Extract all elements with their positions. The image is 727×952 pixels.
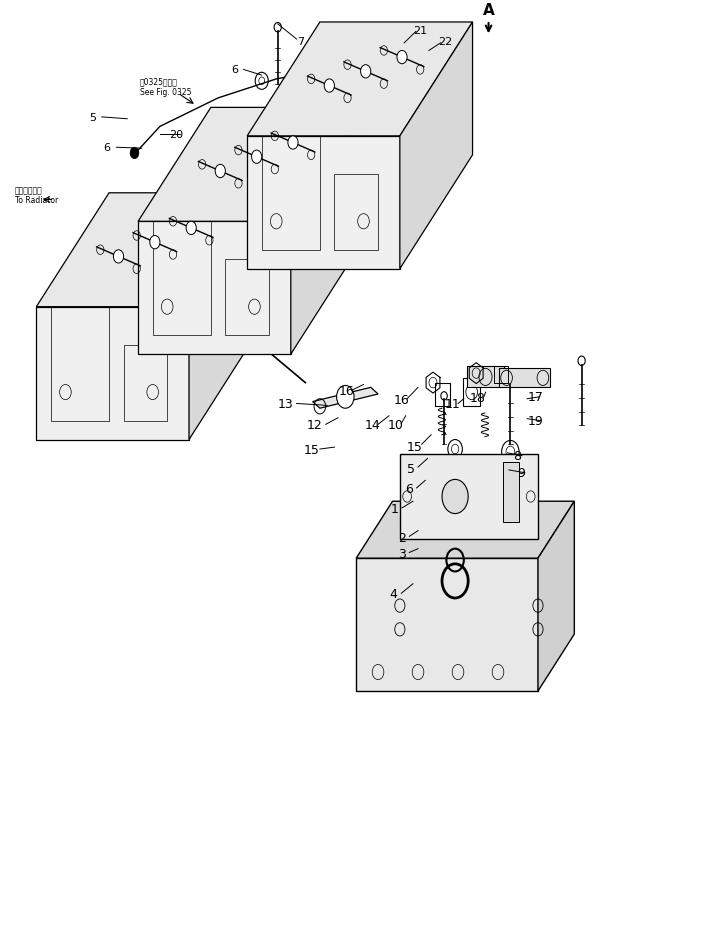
Text: 6: 6 xyxy=(103,143,111,153)
Polygon shape xyxy=(291,109,364,355)
Text: 14: 14 xyxy=(364,419,380,431)
Bar xyxy=(503,463,519,523)
Text: 5: 5 xyxy=(406,462,415,475)
Text: 17: 17 xyxy=(528,391,544,404)
Bar xyxy=(435,384,450,407)
Circle shape xyxy=(442,480,468,514)
Text: 15: 15 xyxy=(406,440,422,453)
Text: 10: 10 xyxy=(387,419,403,431)
Polygon shape xyxy=(189,193,262,440)
Bar xyxy=(494,367,508,384)
Text: 7: 7 xyxy=(297,37,304,47)
Text: 21: 21 xyxy=(413,26,427,35)
Bar xyxy=(356,559,538,691)
Circle shape xyxy=(130,149,139,160)
Polygon shape xyxy=(138,109,364,222)
Polygon shape xyxy=(247,23,473,137)
Text: 18: 18 xyxy=(470,392,486,405)
Polygon shape xyxy=(36,193,262,307)
Text: 1: 1 xyxy=(391,503,398,516)
Text: 16: 16 xyxy=(338,385,354,397)
Circle shape xyxy=(324,80,334,93)
Polygon shape xyxy=(356,502,574,559)
Circle shape xyxy=(288,137,298,150)
Bar xyxy=(467,367,504,387)
Text: 11: 11 xyxy=(444,398,460,410)
Bar xyxy=(334,174,378,250)
Polygon shape xyxy=(138,222,291,355)
Text: ラジエータへ
To Radiator: ラジエータへ To Radiator xyxy=(15,186,57,206)
Circle shape xyxy=(361,66,371,79)
Polygon shape xyxy=(400,23,473,269)
Polygon shape xyxy=(247,137,400,269)
FancyBboxPatch shape xyxy=(382,583,556,653)
Polygon shape xyxy=(36,307,189,440)
Circle shape xyxy=(337,387,354,408)
Text: 3: 3 xyxy=(398,547,406,561)
Text: 16: 16 xyxy=(393,394,409,407)
Text: 12: 12 xyxy=(306,419,322,431)
Circle shape xyxy=(215,165,225,178)
Text: 4: 4 xyxy=(390,587,397,600)
Bar xyxy=(51,307,109,421)
Text: 9: 9 xyxy=(518,466,525,480)
Text: 5: 5 xyxy=(89,112,97,123)
Text: 6: 6 xyxy=(406,483,413,496)
Text: 22: 22 xyxy=(438,37,453,47)
Text: 20: 20 xyxy=(169,129,183,140)
Bar xyxy=(153,222,211,336)
Bar xyxy=(463,379,481,407)
Text: 第0325図参照
See Fig. 0325: 第0325図参照 See Fig. 0325 xyxy=(140,78,191,97)
Circle shape xyxy=(113,250,124,264)
Bar xyxy=(124,346,167,421)
Text: 6: 6 xyxy=(231,66,238,75)
Circle shape xyxy=(252,151,262,164)
Bar xyxy=(262,137,320,250)
Circle shape xyxy=(186,222,196,235)
Polygon shape xyxy=(313,387,378,408)
Text: 15: 15 xyxy=(303,443,319,456)
Circle shape xyxy=(397,51,407,65)
Text: 8: 8 xyxy=(513,449,522,463)
Polygon shape xyxy=(538,502,574,691)
Bar xyxy=(400,454,538,540)
Bar xyxy=(225,260,269,336)
Circle shape xyxy=(150,236,160,249)
Text: A: A xyxy=(483,3,494,18)
Text: 19: 19 xyxy=(528,415,544,427)
Text: 13: 13 xyxy=(278,398,294,410)
Text: 2: 2 xyxy=(398,531,406,545)
Bar xyxy=(499,369,550,387)
